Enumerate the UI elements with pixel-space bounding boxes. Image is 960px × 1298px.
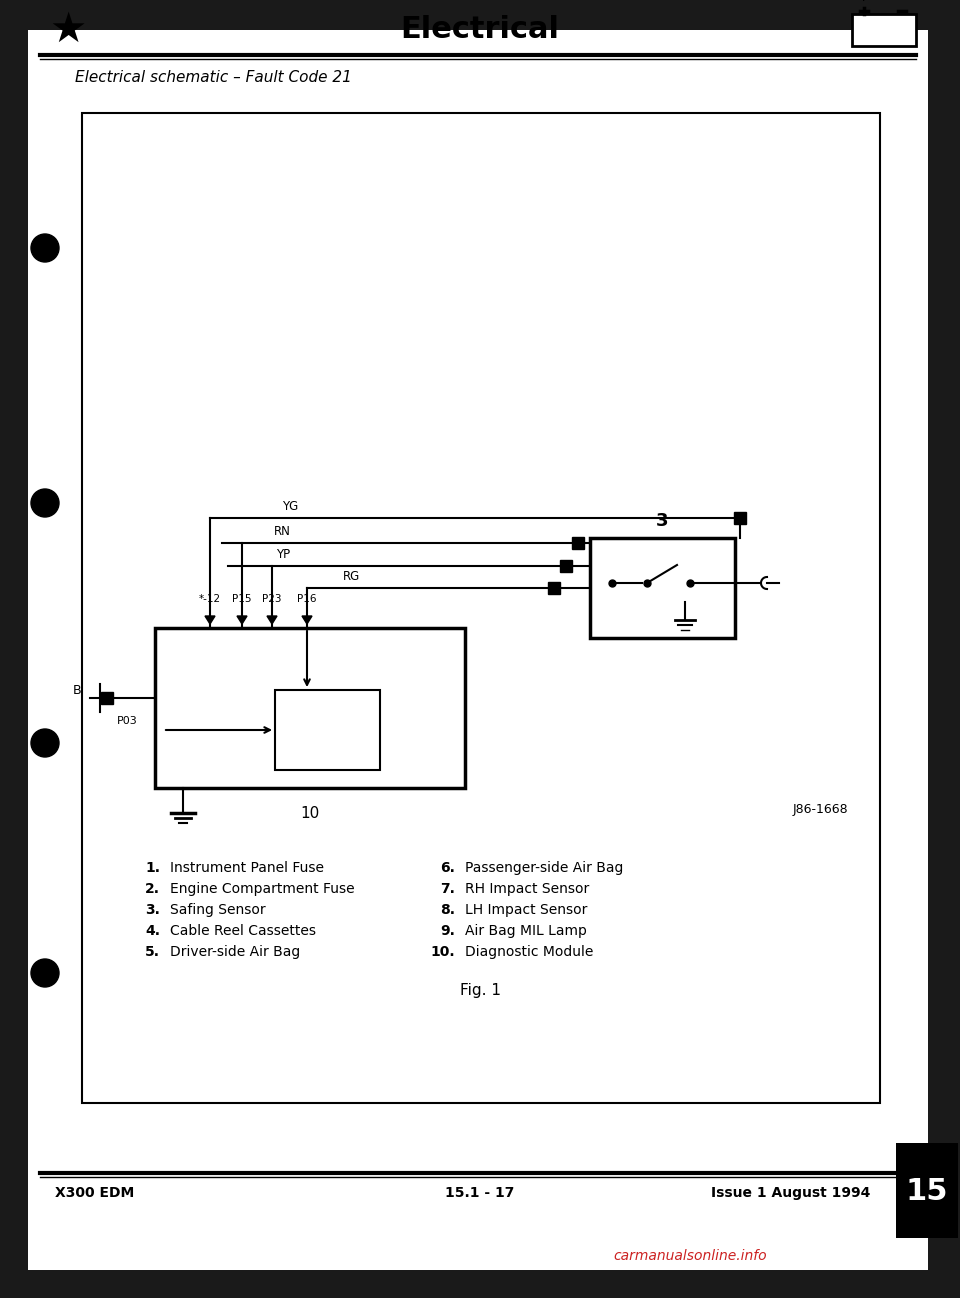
Text: carmanualsonline.info: carmanualsonline.info: [613, 1249, 767, 1263]
Text: Electrical schematic – Fault Code 21: Electrical schematic – Fault Code 21: [75, 70, 352, 84]
Bar: [896, 1144, 958, 1238]
Text: 8.: 8.: [440, 903, 455, 916]
Text: RH Impact Sensor: RH Impact Sensor: [465, 883, 589, 896]
Text: Fig. 1: Fig. 1: [460, 984, 500, 998]
Text: RN: RN: [274, 524, 291, 537]
Text: 6.: 6.: [440, 861, 455, 875]
Text: J86-1668: J86-1668: [792, 803, 848, 816]
Text: 15.1 - 17: 15.1 - 17: [445, 1186, 515, 1199]
Text: P15: P15: [232, 594, 252, 604]
Circle shape: [31, 234, 59, 262]
Text: YG: YG: [282, 500, 299, 513]
Text: Safing Sensor: Safing Sensor: [170, 903, 266, 916]
Text: 15: 15: [905, 1176, 948, 1206]
Text: 4.: 4.: [145, 924, 160, 938]
Text: X300 EDM: X300 EDM: [55, 1186, 134, 1199]
Text: *-12: *-12: [199, 594, 221, 604]
Text: 7.: 7.: [440, 883, 455, 896]
Text: Diagnostic Module: Diagnostic Module: [465, 945, 593, 959]
Bar: [590, 537, 735, 639]
Text: 5.: 5.: [145, 945, 160, 959]
Circle shape: [31, 489, 59, 517]
Text: Instrument Panel Fuse: Instrument Panel Fuse: [170, 861, 324, 875]
Polygon shape: [237, 617, 247, 624]
Text: 10: 10: [300, 806, 320, 822]
Text: RG: RG: [344, 570, 361, 583]
Text: 1.: 1.: [145, 861, 160, 875]
Circle shape: [31, 959, 59, 986]
Text: YP: YP: [276, 548, 290, 561]
Text: P23: P23: [262, 594, 281, 604]
Polygon shape: [205, 617, 215, 624]
Text: -: -: [900, 0, 904, 3]
Text: 3: 3: [657, 511, 669, 530]
Text: 2.: 2.: [145, 883, 160, 896]
Text: Cable Reel Cassettes: Cable Reel Cassettes: [170, 924, 316, 938]
Text: P03: P03: [117, 716, 137, 726]
Text: LH Impact Sensor: LH Impact Sensor: [465, 903, 588, 916]
Bar: [155, 628, 465, 788]
Text: 9.: 9.: [440, 924, 455, 938]
Text: Electrical: Electrical: [400, 16, 560, 44]
Text: ★: ★: [49, 9, 86, 51]
Bar: [82, 113, 880, 1103]
Text: Issue 1 August 1994: Issue 1 August 1994: [710, 1186, 870, 1199]
Bar: [275, 691, 380, 770]
Text: Air Bag MIL Lamp: Air Bag MIL Lamp: [465, 924, 587, 938]
Text: Engine Compartment Fuse: Engine Compartment Fuse: [170, 883, 354, 896]
Polygon shape: [302, 617, 312, 624]
Bar: [852, 14, 916, 45]
Text: 3.: 3.: [145, 903, 160, 916]
Text: +: +: [859, 0, 869, 3]
Text: P16: P16: [298, 594, 317, 604]
Circle shape: [31, 729, 59, 757]
Text: B: B: [73, 684, 82, 697]
Text: 10.: 10.: [430, 945, 455, 959]
Polygon shape: [267, 617, 277, 624]
Text: Driver-side Air Bag: Driver-side Air Bag: [170, 945, 300, 959]
Text: Passenger-side Air Bag: Passenger-side Air Bag: [465, 861, 623, 875]
